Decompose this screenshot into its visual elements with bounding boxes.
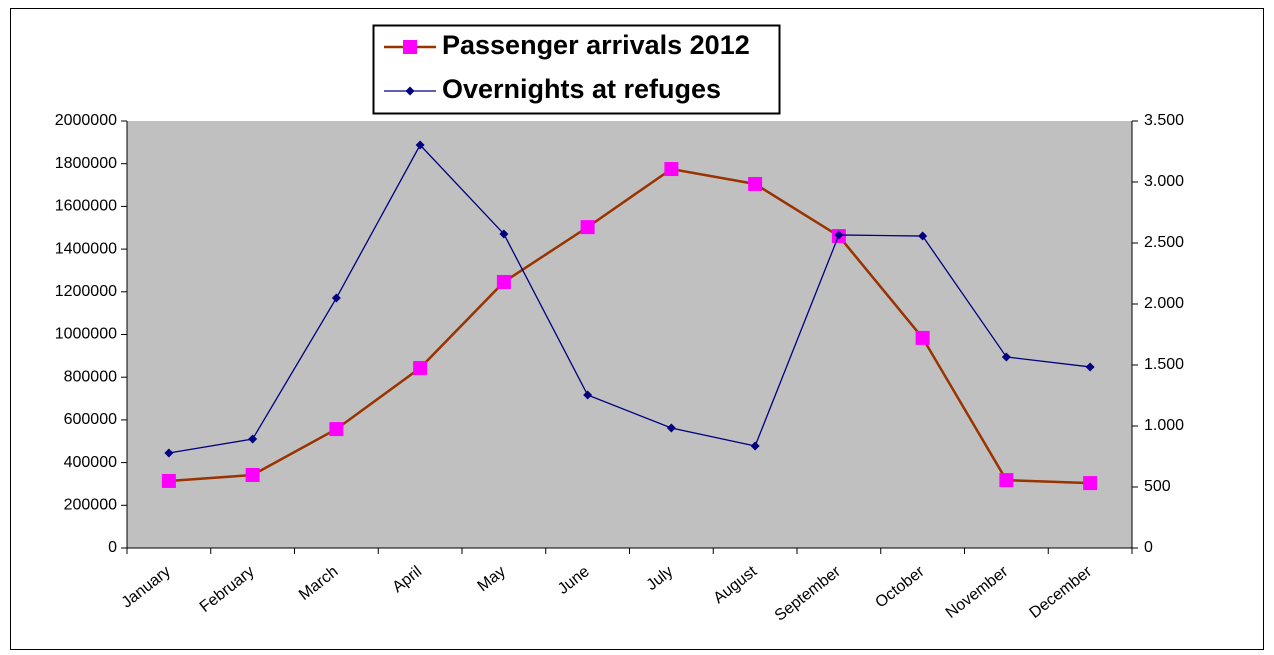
data-point xyxy=(664,162,679,177)
y-tick-label: 600000 xyxy=(64,411,117,428)
data-point xyxy=(666,423,676,433)
data-point xyxy=(750,441,760,451)
y-tick-label: 1400000 xyxy=(55,240,117,257)
y2-tick-label: 1.500 xyxy=(1144,356,1184,373)
y-tick-label: 1800000 xyxy=(55,155,117,172)
y2-tick-label: 1.000 xyxy=(1144,417,1184,434)
data-point xyxy=(331,293,341,303)
legend-label: Passenger arrivals 2012 xyxy=(442,30,750,60)
legend-marker xyxy=(405,86,415,96)
y-tick-label: 1000000 xyxy=(55,326,117,343)
series-line xyxy=(168,143,1091,454)
data-point xyxy=(496,274,511,289)
data-point xyxy=(329,422,344,437)
legend-marker xyxy=(403,40,417,54)
legend-label: Overnights at refuges xyxy=(442,74,721,104)
y-tick-label: 800000 xyxy=(64,368,117,385)
data-point xyxy=(499,229,509,239)
data-point xyxy=(415,140,425,150)
y-tick-label: 2000000 xyxy=(55,112,117,129)
legend-box xyxy=(372,24,781,115)
plot-area xyxy=(127,121,1132,548)
y-tick-label: 400000 xyxy=(64,454,117,471)
data-point xyxy=(583,390,593,400)
data-point xyxy=(164,448,174,458)
y2-tick-label: 2.000 xyxy=(1144,295,1184,312)
y2-tick-label: 3.000 xyxy=(1144,173,1184,190)
data-point xyxy=(248,434,258,444)
data-point xyxy=(918,231,928,241)
legend: Passenger arrivals 2012 Overnights at ref… xyxy=(372,24,781,115)
data-point xyxy=(1085,362,1095,372)
y2-tick-label: 2.500 xyxy=(1144,234,1184,251)
data-point xyxy=(1083,476,1098,491)
y2-tick-label: 500 xyxy=(1144,478,1171,495)
y-tick-label: 200000 xyxy=(64,497,117,514)
data-point xyxy=(834,230,844,240)
data-point xyxy=(413,361,428,376)
data-point xyxy=(915,330,930,345)
data-point xyxy=(999,473,1014,488)
y-tick-label: 1600000 xyxy=(55,198,117,215)
data-point xyxy=(1001,352,1011,362)
series-line xyxy=(168,167,1091,485)
y2-tick-label: 3.500 xyxy=(1144,112,1184,129)
y-tick-label: 0 xyxy=(108,539,117,556)
data-point xyxy=(748,176,763,191)
data-point xyxy=(161,473,176,488)
y2-tick-label: 0 xyxy=(1144,539,1153,556)
data-point xyxy=(245,467,260,482)
data-point xyxy=(580,220,595,235)
y-tick-label: 1200000 xyxy=(55,283,117,300)
